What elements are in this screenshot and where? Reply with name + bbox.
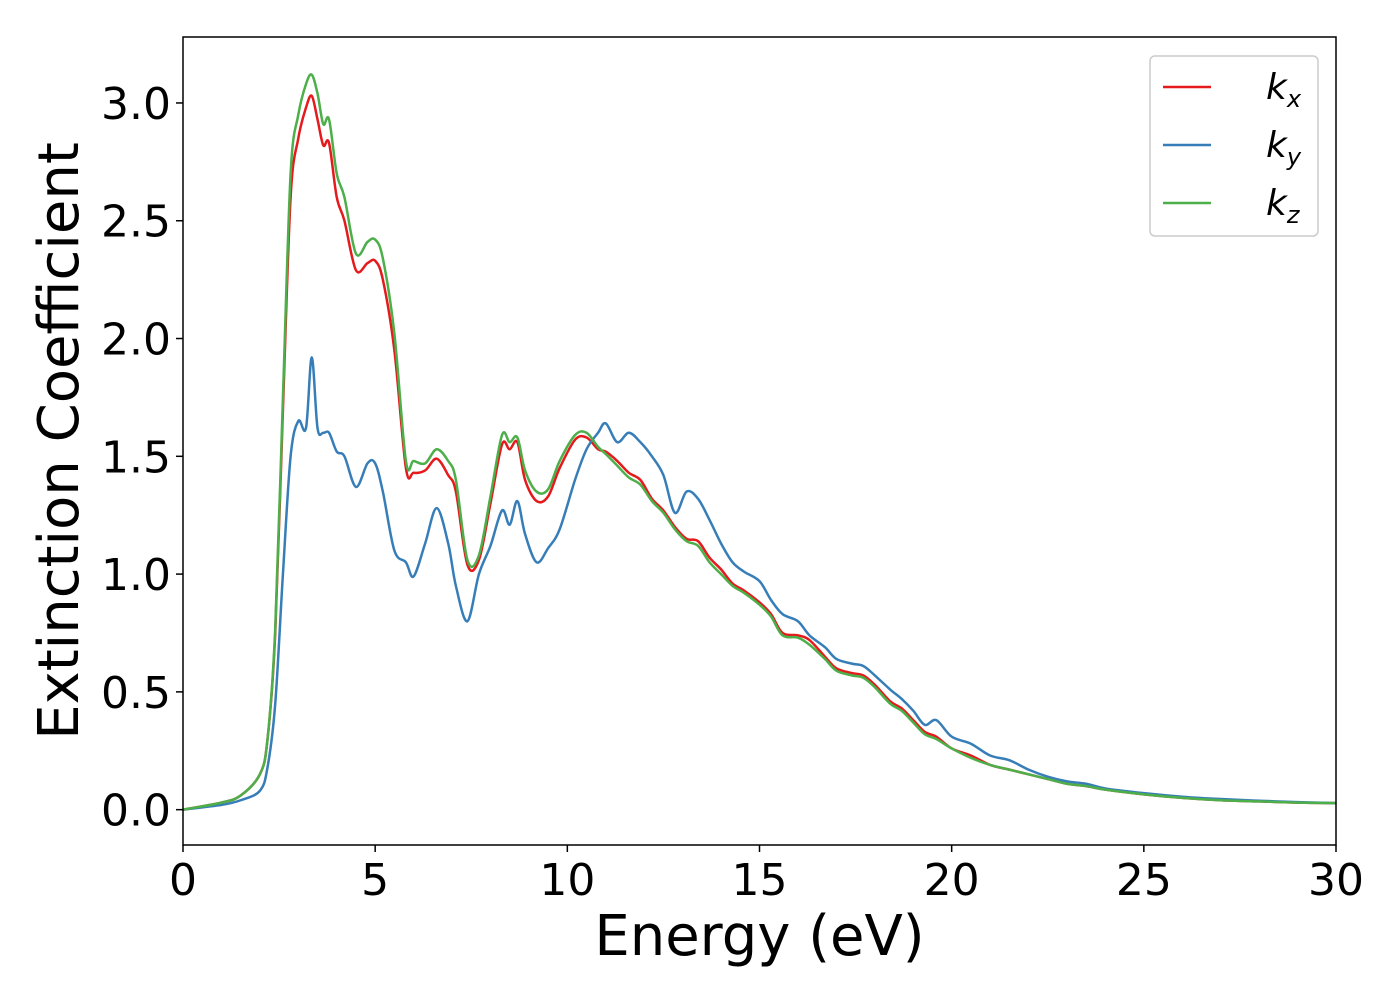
series-line-z <box>183 73 1336 811</box>
legend-items: kx ky kz <box>1163 67 1302 229</box>
x-axis-ticks: 0 5 10 15 20 25 30 <box>169 845 1364 906</box>
legend: kx ky kz <box>1149 55 1319 237</box>
x-tick-label: 25 <box>1116 855 1172 906</box>
series-layer <box>183 73 1336 811</box>
y-tick-label: 1.0 <box>101 550 171 601</box>
x-axis-label: Energy (eV) <box>594 904 924 969</box>
x-tick-label: 5 <box>361 855 389 906</box>
x-tick-label: 15 <box>732 855 788 906</box>
x-tick-label: 0 <box>169 855 197 906</box>
y-tick-label: 2.0 <box>101 315 171 366</box>
y-tick-label: 3.0 <box>101 79 171 130</box>
legend-label-x: kx <box>1266 67 1302 113</box>
legend-box <box>1149 55 1319 237</box>
legend-label-y: ky <box>1266 125 1302 171</box>
legend-label-z: kz <box>1266 183 1301 229</box>
x-tick-label: 20 <box>924 855 980 906</box>
y-tick-label: 2.5 <box>101 197 171 248</box>
y-tick-label: 1.5 <box>101 432 171 483</box>
series-line-y <box>183 356 1336 811</box>
y-tick-label: 0.5 <box>101 668 171 719</box>
x-tick-label: 30 <box>1308 855 1364 906</box>
x-tick-label: 10 <box>539 855 595 906</box>
y-axis-label: Extinction Coefficient <box>27 142 92 740</box>
y-tick-label: 0.0 <box>101 786 171 837</box>
y-axis-ticks: 0.0 0.5 1.0 1.5 2.0 2.5 3.0 <box>101 79 183 837</box>
